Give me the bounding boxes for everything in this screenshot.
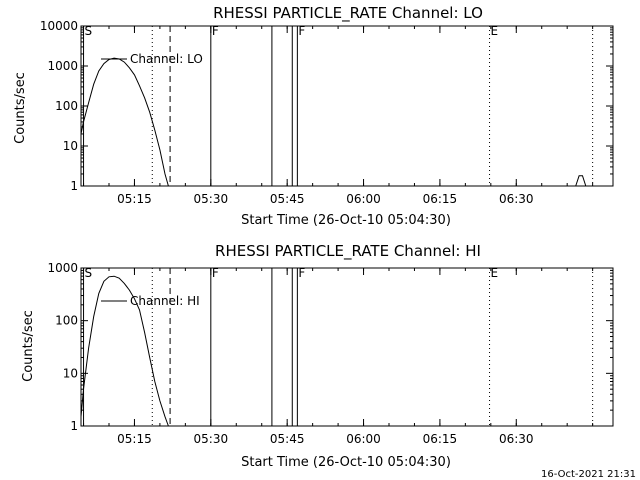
hi-y-axis-label: Counts/sec <box>21 310 36 382</box>
hi-event-marker-label: F <box>298 266 305 280</box>
hi-x-tick-label: 05:15 <box>117 432 152 446</box>
footer-timestamp: 16-Oct-2021 21:31 <box>541 469 636 480</box>
hi-x-tick-label: 06:15 <box>423 432 458 446</box>
lo-x-tick-label: 06:30 <box>499 192 534 206</box>
hi-x-tick-label: 05:30 <box>194 432 229 446</box>
lo-x-tick-label: 05:45 <box>270 192 305 206</box>
lo-series-line-1 <box>575 175 587 187</box>
hi-plot-frame <box>80 267 614 427</box>
lo-y-tick-label: 10000 <box>40 19 78 33</box>
hi-x-tick-label: 05:45 <box>270 432 305 446</box>
hi-x-tick-label: 06:30 <box>499 432 534 446</box>
lo-x-tick-label: 06:00 <box>346 192 381 206</box>
lo-series-line-0 <box>80 57 169 187</box>
hi-y-tick-label: 1 <box>70 419 78 433</box>
lo-legend-label: Channel: LO <box>130 52 203 66</box>
hi-chart-title: RHESSI PARTICLE_RATE Channel: HI <box>215 242 481 261</box>
lo-event-marker-label: F <box>212 24 219 38</box>
lo-x-axis-label: Start Time (26-Oct-10 05:04:30) <box>241 213 451 228</box>
hi-event-marker-label: F <box>212 266 219 280</box>
hi-event-marker-label: S <box>85 266 93 280</box>
hi-channel-panel: RHESSI PARTICLE_RATE Channel: HI Counts/… <box>21 242 614 470</box>
hi-y-tick-label: 100 <box>55 314 78 328</box>
hi-series-line-0 <box>80 275 169 427</box>
hi-x-tick-label: 06:00 <box>346 432 381 446</box>
lo-event-marker-label: S <box>85 24 93 38</box>
lo-chart-title: RHESSI PARTICLE_RATE Channel: LO <box>213 4 483 23</box>
lo-plot-frame <box>80 25 614 187</box>
lo-channel-panel: RHESSI PARTICLE_RATE Channel: LO Counts/… <box>13 4 614 228</box>
lo-event-marker-label: E <box>491 24 499 38</box>
lo-x-tick-label: 05:30 <box>194 192 229 206</box>
hi-y-tick-label: 10 <box>63 366 78 380</box>
lo-y-axis-label: Counts/sec <box>13 72 28 144</box>
hi-event-marker-label: E <box>491 266 499 280</box>
lo-y-tick-label: 1000 <box>47 59 78 73</box>
hi-legend-label: Channel: HI <box>130 294 200 308</box>
lo-event-marker-label: F <box>298 24 305 38</box>
lo-x-tick-label: 05:15 <box>117 192 152 206</box>
lo-y-tick-label: 1 <box>70 179 78 193</box>
hi-y-tick-label: 1000 <box>47 261 78 275</box>
lo-y-tick-label: 10 <box>63 139 78 153</box>
lo-y-tick-label: 100 <box>55 99 78 113</box>
hi-x-axis-label: Start Time (26-Oct-10 05:04:30) <box>241 455 451 470</box>
lo-x-tick-label: 06:15 <box>423 192 458 206</box>
